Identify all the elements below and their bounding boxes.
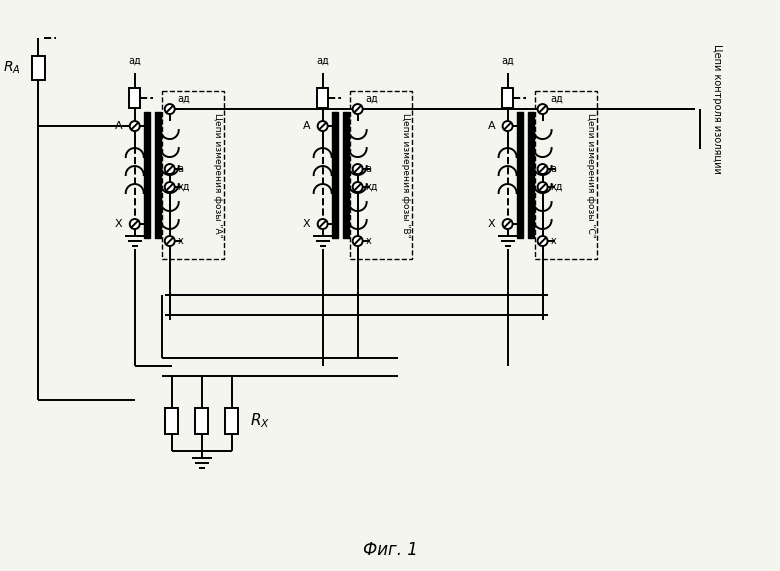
Circle shape (353, 104, 363, 114)
Circle shape (317, 121, 328, 131)
Text: A: A (488, 121, 495, 131)
Text: X: X (488, 219, 495, 229)
Text: Цепи измерения фозы "В": Цепи измерения фозы "В" (401, 112, 410, 238)
Circle shape (537, 104, 548, 114)
Circle shape (353, 236, 363, 246)
Text: X: X (303, 219, 310, 229)
Circle shape (537, 236, 548, 246)
Circle shape (317, 219, 328, 229)
Bar (195, 408, 208, 434)
Text: ад: ад (551, 94, 563, 104)
Bar (165, 408, 178, 434)
Text: хд: хд (551, 182, 563, 192)
Polygon shape (332, 112, 338, 238)
Text: ад: ад (502, 56, 514, 66)
Text: а: а (551, 164, 557, 174)
Text: Цепи контроля изоляции: Цепи контроля изоляции (712, 44, 722, 174)
Circle shape (502, 121, 512, 131)
Bar (161, 91, 224, 259)
Text: $R_X$: $R_X$ (250, 412, 270, 431)
Polygon shape (527, 112, 534, 238)
Text: а: а (366, 164, 371, 174)
Text: а: а (178, 164, 184, 174)
Circle shape (165, 236, 175, 246)
Circle shape (353, 182, 363, 192)
Bar (32, 56, 44, 80)
Bar (349, 91, 412, 259)
Polygon shape (342, 112, 349, 238)
Bar (534, 91, 597, 259)
Text: X: X (115, 219, 122, 229)
Text: A: A (115, 121, 122, 131)
Text: $R_A$: $R_A$ (2, 60, 20, 77)
Circle shape (353, 164, 363, 174)
Text: Фиг. 1: Фиг. 1 (363, 541, 417, 559)
Text: х: х (551, 236, 556, 246)
Text: Цепи измерения фозы "А": Цепи измерения фозы "А" (213, 112, 222, 238)
Text: Цепи измерения фозы "С": Цепи измерения фозы "С" (586, 112, 594, 238)
Text: хд: хд (178, 182, 190, 192)
Bar (317, 88, 328, 108)
Circle shape (129, 219, 140, 229)
Bar (129, 88, 140, 108)
Text: A: A (303, 121, 310, 131)
Bar (502, 88, 513, 108)
Circle shape (502, 219, 512, 229)
Polygon shape (144, 112, 150, 238)
Text: ад: ад (366, 94, 378, 104)
Circle shape (165, 182, 175, 192)
Text: ад: ад (317, 56, 329, 66)
Circle shape (537, 164, 548, 174)
Circle shape (165, 164, 175, 174)
Polygon shape (154, 112, 161, 238)
Text: ад: ад (129, 56, 141, 66)
Text: ад: ад (178, 94, 190, 104)
Text: хд: хд (366, 182, 378, 192)
Circle shape (129, 121, 140, 131)
Polygon shape (516, 112, 523, 238)
Circle shape (165, 104, 175, 114)
Text: х: х (178, 236, 183, 246)
Bar (225, 408, 238, 434)
Circle shape (537, 182, 548, 192)
Text: х: х (366, 236, 371, 246)
